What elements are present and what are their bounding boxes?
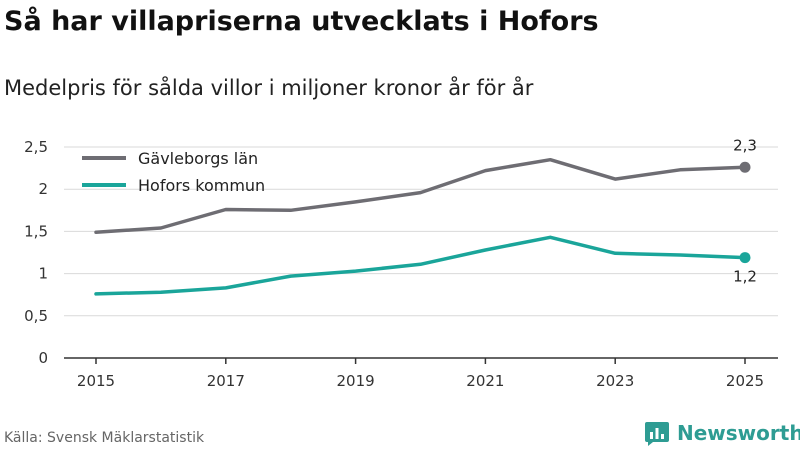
end-point-gavleborg [739,161,751,173]
x-tick-label: 2019 [337,372,375,390]
y-tick-label: 2,5 [24,138,48,156]
source-note: Källa: Svensk Mäklarstatistik [4,430,205,446]
y-tick-label: 2 [38,180,48,198]
series [94,157,751,296]
newsworthy-logo-icon [645,422,669,446]
axes: 0 0,5 1 1,5 2 2,5 2015 2017 2019 2021 2023 2025 [24,138,778,390]
x-tick-label: 2017 [207,372,245,390]
end-value-label-hofors: 1,2 [733,268,757,286]
y-tick-label: 1,5 [24,222,48,240]
y-tick-label: 0 [38,349,48,367]
x-tick-label: 2021 [466,372,504,390]
brand-logo: Newsworthy [644,420,800,446]
end-value-label-gavleborg: 2,3 [733,136,757,154]
chart-subtitle: Medelpris för sålda villor i miljoner kr… [4,76,534,100]
legend-label-gavleborg: Gävleborgs län [138,149,258,168]
legend: Gävleborgs län Hofors kommun [82,149,265,195]
series-line-hofors [94,235,747,296]
y-tick-label: 1 [38,265,48,283]
x-tick-label: 2025 [726,372,764,390]
end-point-hofors [739,252,751,264]
x-tick-label: 2023 [596,372,634,390]
line-chart: 0 0,5 1 1,5 2 2,5 2015 2017 2019 2021 2023 2025 Gäv… [24,136,778,390]
x-tick-label: 2015 [77,372,115,390]
series-line-gavleborg [94,157,747,234]
y-tick-label: 0,5 [24,307,48,325]
grid [64,146,778,317]
chart-title: Så har villapriserna utvecklats i Hofors [4,6,599,37]
legend-label-hofors: Hofors kommun [138,176,265,195]
data-labels: 2,3 1,2 [733,136,757,285]
brand-name: Newsworthy [677,421,800,445]
